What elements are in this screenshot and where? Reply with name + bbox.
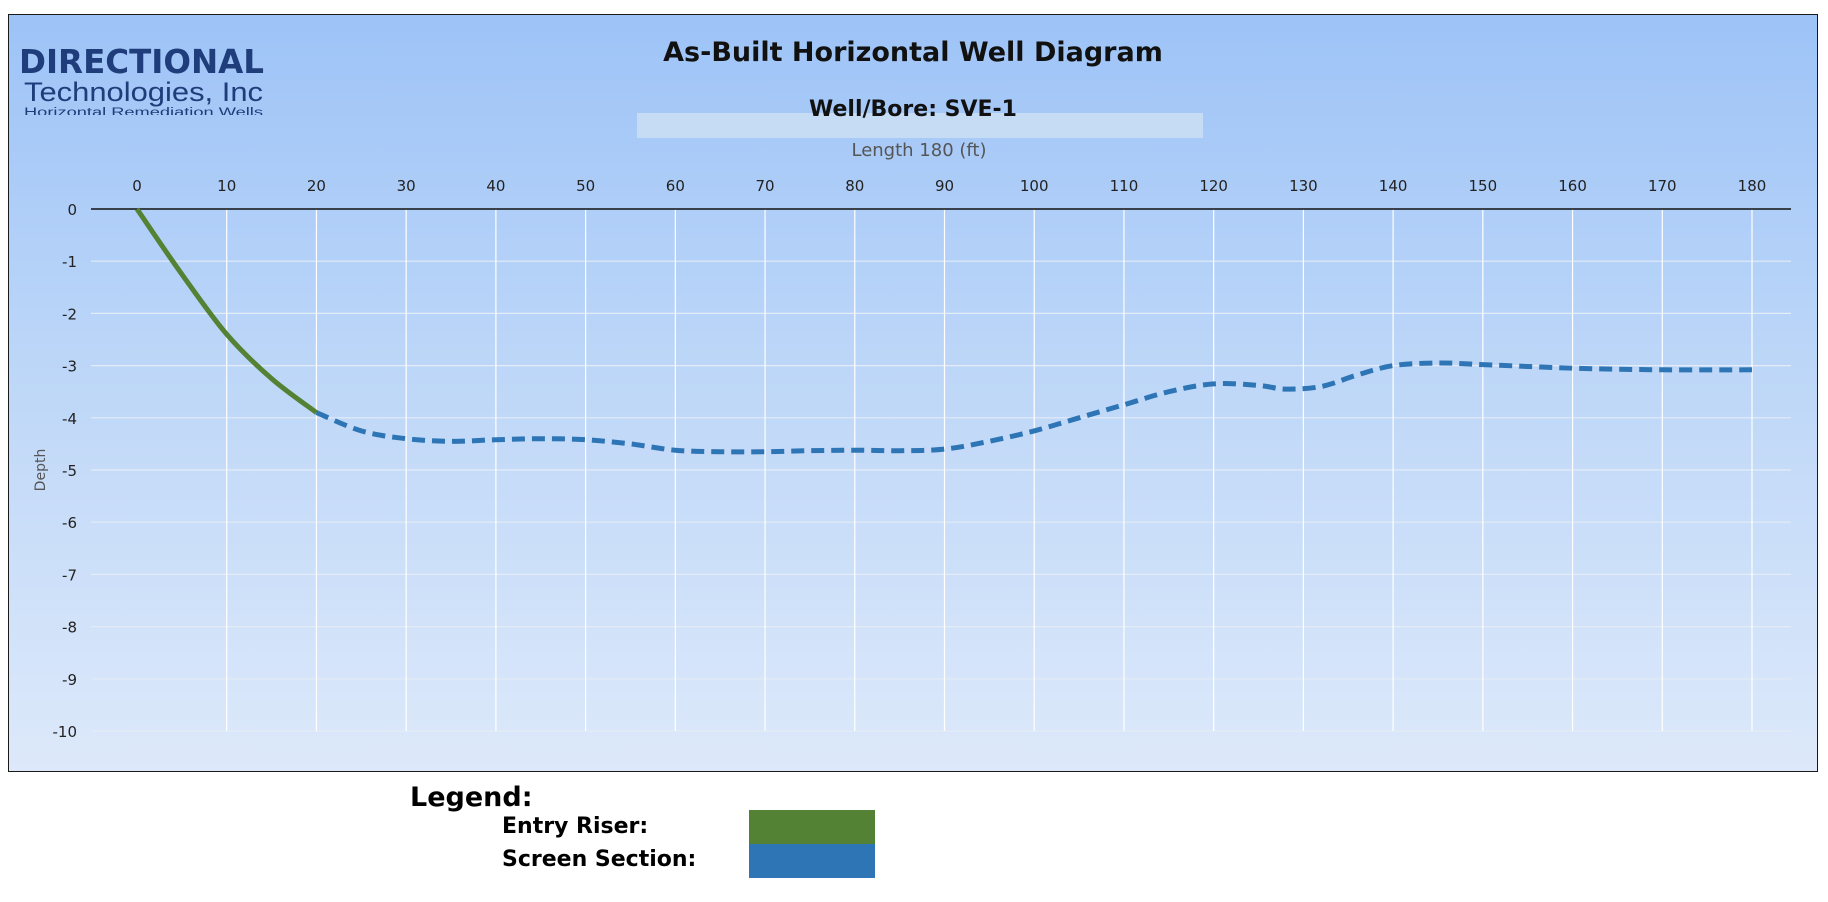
x-tick-label: 70 bbox=[756, 177, 775, 195]
x-tick-label: 180 bbox=[1738, 177, 1767, 195]
x-tick-label: 10 bbox=[217, 177, 236, 195]
x-tick-label: 150 bbox=[1469, 177, 1498, 195]
chart-subtitle: Well/Bore: SVE-1 bbox=[809, 97, 1017, 122]
y-tick-label: -2 bbox=[62, 305, 77, 323]
y-tick-label: 0 bbox=[67, 201, 77, 219]
y-tick-label: -9 bbox=[62, 671, 77, 689]
x-tick-label: 80 bbox=[845, 177, 864, 195]
y-tick-label: -10 bbox=[53, 723, 78, 741]
x-tick-label: 120 bbox=[1199, 177, 1228, 195]
grid-lines bbox=[91, 208, 1791, 732]
x-tick-label: 90 bbox=[935, 177, 954, 195]
company-logo: DIRECTIONAL Technologies, Inc Horizontal… bbox=[19, 42, 264, 115]
svg-text:Horizontal Remediation Wells: Horizontal Remediation Wells bbox=[24, 107, 263, 115]
series-line-screen-section bbox=[315, 360, 1753, 455]
x-tick-label: 50 bbox=[576, 177, 595, 195]
series-lines bbox=[134, 207, 1753, 455]
x-tick-label: 170 bbox=[1648, 177, 1677, 195]
x-tick-label: 140 bbox=[1379, 177, 1408, 195]
legend-label-entry-riser: Entry Riser: bbox=[502, 814, 649, 839]
x-tick-label: 40 bbox=[486, 177, 505, 195]
y-tick-label: -1 bbox=[62, 253, 77, 271]
tick-labels: 0 -1 -2 -3 -4 -5 -6 -7 -8 -9 -10 0 10 20 30 40 50 60 70 80 9… bbox=[53, 177, 1767, 741]
x-tick-label: 100 bbox=[1020, 177, 1049, 195]
x-tick-label: 110 bbox=[1110, 177, 1139, 195]
x-tick-label: 30 bbox=[397, 177, 416, 195]
svg-text:Technologies, Inc: Technologies, Inc bbox=[24, 77, 263, 107]
svg-text:DIRECTIONAL: DIRECTIONAL bbox=[19, 42, 264, 81]
series-line-entry-riser bbox=[134, 207, 318, 415]
x-tick-label: 0 bbox=[132, 177, 142, 195]
legend-label-screen-section: Screen Section: bbox=[502, 847, 697, 872]
y-axis-label: Depth bbox=[33, 449, 49, 492]
chart-title: As-Built Horizontal Well Diagram bbox=[663, 37, 1163, 68]
legend: Legend: Entry Riser: Screen Section: bbox=[0, 772, 1828, 902]
legend-swatch-entry-riser bbox=[749, 810, 875, 844]
x-tick-label: 20 bbox=[307, 177, 326, 195]
plot-area: 0 -1 -2 -3 -4 -5 -6 -7 -8 -9 -10 0 10 20 30 40 50 60 70 80 9… bbox=[33, 140, 1791, 741]
y-tick-label: -8 bbox=[62, 619, 77, 637]
y-tick-label: -6 bbox=[62, 514, 77, 532]
subtitle-highlight-bar bbox=[637, 113, 1203, 138]
y-tick-label: -4 bbox=[62, 410, 77, 428]
chart-panel: DIRECTIONAL Technologies, Inc Horizontal… bbox=[8, 14, 1818, 772]
x-tick-label: 60 bbox=[666, 177, 685, 195]
x-tick-label: 160 bbox=[1558, 177, 1587, 195]
x-axis-label: Length 180 (ft) bbox=[851, 140, 986, 161]
y-tick-label: -3 bbox=[62, 358, 77, 376]
y-tick-label: -5 bbox=[62, 462, 77, 480]
legend-title: Legend: bbox=[410, 782, 533, 813]
legend-swatch-screen-section bbox=[749, 844, 875, 878]
x-tick-label: 130 bbox=[1289, 177, 1318, 195]
y-tick-label: -7 bbox=[62, 566, 77, 584]
